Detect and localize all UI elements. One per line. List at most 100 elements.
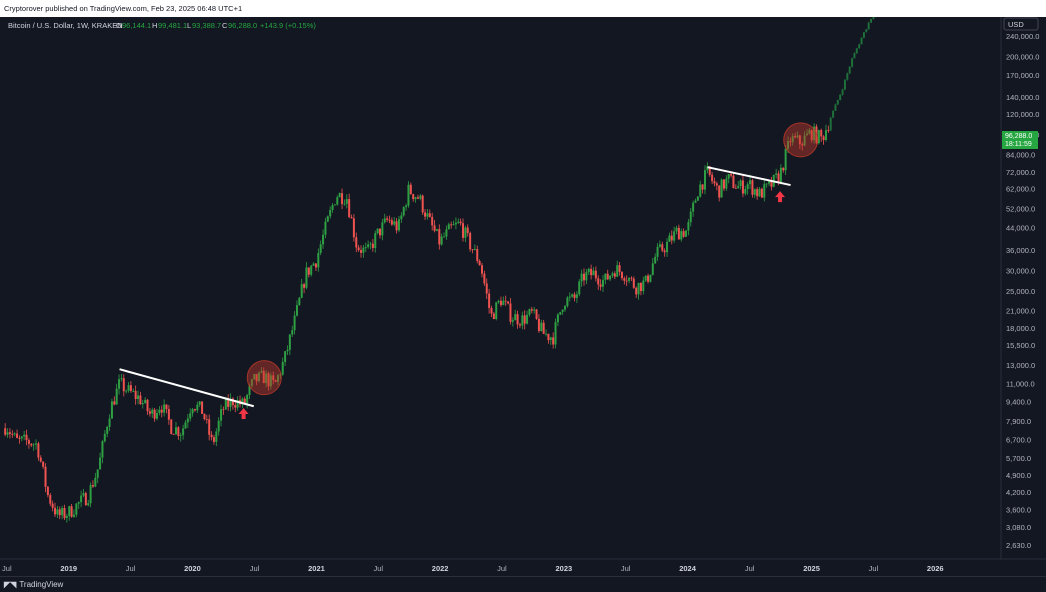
up-arrow-icon: [775, 191, 786, 203]
candle-body: [421, 195, 424, 213]
candle-body: [654, 256, 657, 264]
candle-body: [661, 244, 664, 251]
candle-body: [801, 144, 804, 146]
candle-body: [464, 227, 467, 238]
candle-body: [127, 385, 130, 391]
current-price-tag: 96,288.0 18:11:59: [1002, 130, 1038, 149]
price-chart[interactable]: 240,000.0 200,000.0 170,000.0 140,000.0 120,…: [0, 17, 1046, 576]
candle-body: [718, 185, 721, 198]
candle-body: [248, 385, 251, 396]
currency-badge[interactable]: USD: [1003, 17, 1039, 31]
trendline[interactable]: [707, 166, 791, 187]
candle-body: [414, 197, 417, 200]
candle-body: [374, 233, 377, 248]
candle-body: [827, 130, 830, 131]
candle-body: [163, 404, 166, 413]
candle-body: [220, 409, 223, 421]
candle-body: [118, 379, 121, 389]
candle-body: [400, 215, 403, 220]
candle-body: [820, 130, 823, 137]
candle-body: [258, 372, 261, 382]
candle-body: [658, 244, 661, 247]
candle-body: [511, 320, 514, 322]
candle-body: [352, 218, 355, 238]
x-tick-label: Jul: [869, 564, 879, 573]
footer-brand[interactable]: TradingView: [19, 580, 64, 589]
candle-body: [431, 216, 434, 226]
candle-body: [435, 229, 438, 231]
candle-body: [101, 441, 104, 458]
candle-body: [784, 148, 787, 171]
candle-body: [829, 117, 832, 131]
candle-body: [846, 73, 849, 80]
candle-body: [331, 205, 334, 210]
candle-body: [805, 133, 808, 136]
candle-body: [198, 401, 201, 405]
candle-body: [822, 136, 825, 140]
candle-body: [756, 189, 759, 197]
y-tick-label: 72,000.0: [1006, 168, 1035, 177]
candle-body: [516, 314, 519, 325]
y-tick-label: 7,900.0: [1006, 417, 1031, 426]
y-tick-label: 3,600.0: [1006, 506, 1031, 515]
candle-body: [205, 419, 208, 420]
candle-body: [376, 228, 379, 234]
candle-body: [839, 94, 842, 100]
price-axis[interactable]: 240,000.0 200,000.0 170,000.0 140,000.0 120,…: [1006, 32, 1039, 550]
candle-body: [770, 181, 773, 187]
candle-body: [333, 204, 336, 206]
candle-body: [480, 265, 483, 274]
candle-body: [606, 273, 609, 280]
y-tick-label: 9,400.0: [1006, 397, 1031, 406]
candle-body: [30, 443, 33, 446]
time-axis[interactable]: Jul 2019 Jul 2020 Jul 2021 Jul 2022 Jul 2023 Jul 20…: [2, 564, 944, 573]
ohlc-close-label: C: [222, 21, 228, 30]
candle-body: [573, 294, 576, 298]
candle-body: [72, 514, 75, 517]
x-tick-label: 2019: [60, 564, 77, 573]
x-tick-label: Jul: [621, 564, 631, 573]
candle-body: [390, 220, 393, 225]
x-tick-label: Jul: [250, 564, 260, 573]
trendline[interactable]: [119, 368, 255, 408]
candle-body: [476, 249, 479, 261]
candle-body: [651, 263, 654, 275]
candle-body: [312, 263, 315, 266]
candle-body: [647, 275, 650, 282]
candle-body: [535, 309, 538, 319]
candle-body: [450, 224, 453, 226]
candle-body: [4, 428, 7, 435]
candle-body: [580, 273, 583, 282]
candle-body: [267, 373, 270, 387]
candle-body: [99, 457, 102, 470]
candle-body: [139, 395, 142, 405]
candle-body: [860, 37, 863, 45]
candle-body: [592, 270, 595, 276]
candle-body: [466, 227, 469, 233]
candle-body: [791, 136, 794, 143]
candle-body: [27, 440, 30, 444]
candle-body: [80, 495, 83, 503]
candle-body: [35, 443, 38, 445]
candle-body: [587, 268, 590, 273]
candle-body: [110, 401, 113, 419]
ohlc-change: +143.9 (+0.15%): [260, 21, 316, 30]
candle-body: [523, 315, 526, 324]
candle-body: [499, 300, 502, 306]
y-tick-label: 4,900.0: [1006, 471, 1031, 480]
candle-body: [872, 17, 875, 19]
candle-body: [720, 179, 723, 198]
candle-body: [115, 388, 118, 405]
candle-body: [798, 135, 801, 145]
candle-body: [412, 194, 415, 200]
candle-body: [222, 409, 225, 411]
candle-body: [345, 199, 348, 204]
candle-body: [208, 419, 211, 435]
y-tick-label: 11,000.0: [1006, 380, 1035, 389]
candle-body: [495, 302, 498, 320]
candle-body: [388, 219, 391, 221]
currency-label: USD: [1008, 20, 1024, 29]
candle-body: [687, 222, 690, 231]
candle-body: [530, 309, 533, 311]
